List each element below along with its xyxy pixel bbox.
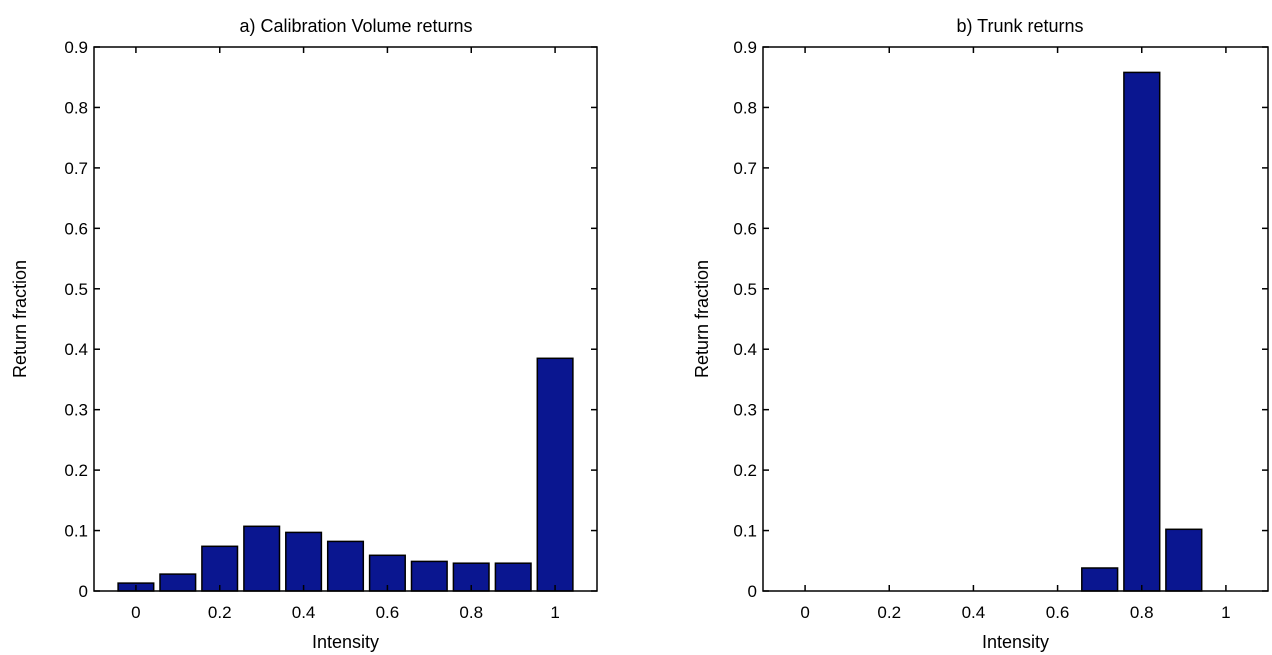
- y-tick-label: 0.2: [64, 461, 88, 480]
- y-tick-label: 0.6: [64, 219, 88, 238]
- chart-panel-b: 0 0.2 0.4 0.6 0.8 1 0 0.1 0.2 0.3 0.4 0.5 0.6 0.7 0.8 0…: [692, 16, 1269, 652]
- x-tick-label: 0.6: [1046, 603, 1070, 622]
- y-tick-label: 0.3: [733, 401, 757, 420]
- x-tick-label: 0: [800, 603, 809, 622]
- x-tick-label: 0.4: [292, 603, 316, 622]
- x-tick-label: 0.2: [877, 603, 901, 622]
- y-tick-label: 0.9: [64, 38, 88, 57]
- y-tick-label: 0.2: [733, 461, 757, 480]
- bar: [410, 560, 448, 592]
- chart-title: a) Calibration Volume returns: [239, 16, 472, 36]
- y-tick-label: 0.6: [733, 219, 757, 238]
- y-tick-label: 0.1: [64, 522, 88, 541]
- y-tick-label: 0.8: [64, 98, 88, 117]
- bar: [326, 540, 365, 592]
- x-tick-label: 1: [1221, 603, 1230, 622]
- bar: [1081, 567, 1119, 592]
- y-tick-label: 0.4: [733, 340, 757, 359]
- x-tick-label: 0.8: [459, 603, 483, 622]
- y-axis-label: Return fraction: [692, 260, 712, 378]
- y-tick-label: 0: [79, 582, 88, 601]
- y-tick-label: 0.8: [733, 98, 757, 117]
- chart-title: b) Trunk returns: [956, 16, 1083, 36]
- y-tick-label: 0.9: [733, 38, 757, 57]
- bar: [1123, 71, 1161, 592]
- y-tick-label: 0.3: [64, 401, 88, 420]
- y-tick-label: 0.4: [64, 340, 88, 359]
- axes-box: [93, 46, 598, 592]
- y-tick-label: 0.7: [733, 159, 757, 178]
- bar: [494, 562, 532, 592]
- x-tick-label: 0.6: [376, 603, 400, 622]
- bar: [1165, 528, 1203, 592]
- bar: [201, 545, 239, 592]
- bar: [368, 554, 406, 592]
- bar: [159, 573, 197, 592]
- x-axis-label: Intensity: [982, 632, 1049, 652]
- bar: [285, 531, 323, 592]
- bar: [243, 525, 281, 592]
- x-axis-label: Intensity: [312, 632, 379, 652]
- y-tick-label: 0.1: [733, 522, 757, 541]
- x-tick-label: 0.4: [962, 603, 986, 622]
- bar: [536, 357, 574, 592]
- y-tick-label: 0.5: [64, 280, 88, 299]
- y-tick-label: 0.7: [64, 159, 88, 178]
- y-axis-label: Return fraction: [10, 260, 30, 378]
- x-tick-label: 0: [131, 603, 140, 622]
- x-tick-label: 0.8: [1130, 603, 1154, 622]
- x-tick-label: 0.2: [208, 603, 232, 622]
- axes-box: [762, 46, 1269, 592]
- x-tick-label: 1: [550, 603, 559, 622]
- y-tick-label: 0.5: [733, 280, 757, 299]
- chart-panel-a: 0 0.2 0.4 0.6 0.8 1 0 0.1 0.2 0.3 0.4 0.5 0.6 0.7 0.8 0…: [10, 16, 598, 652]
- y-tick-label: 0: [748, 582, 757, 601]
